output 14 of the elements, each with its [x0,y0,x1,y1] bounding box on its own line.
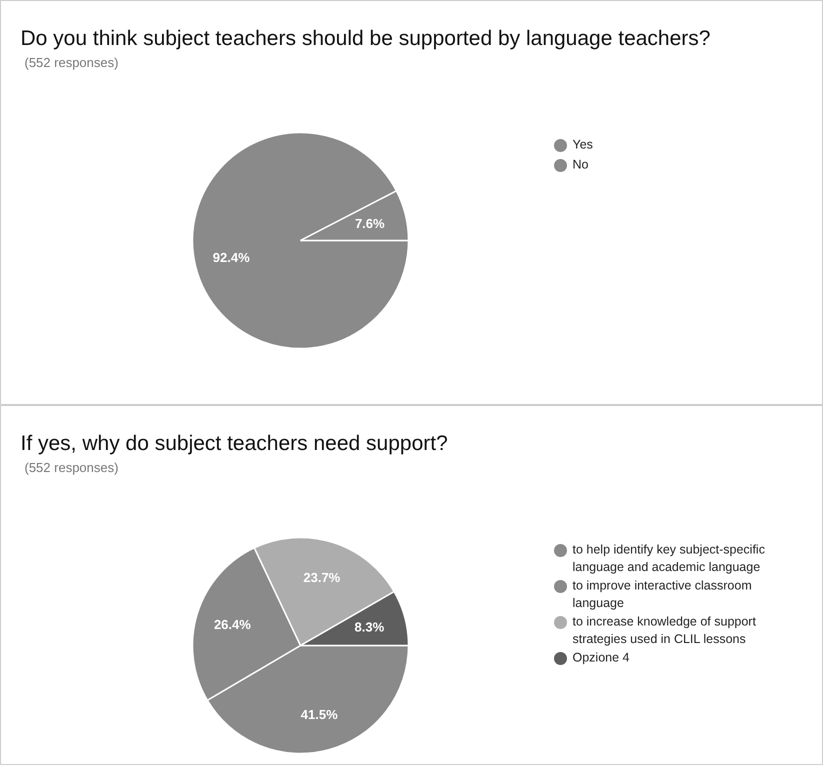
text: (552 responses) [24,55,118,70]
data-label: 92.4% [212,250,250,265]
legend-label: No [572,158,589,172]
chart-title: If yes, why do subject teachers need support? [20,432,448,455]
data-label: 41.5% [300,706,338,722]
legend-label: Opzione 4 [572,650,630,664]
text: (552 responses) [24,460,118,475]
legend-label: Yes [572,138,593,152]
data-label: 7.6% [354,216,386,232]
data-label: 8.3% [354,620,385,635]
data-label: 26.4% [214,617,252,632]
legend-label: to increase knowledge of support strategies used in CLIL lessons [572,614,756,646]
data-label: 23.7% [303,570,341,585]
chart-title: Do you think subject teachers should be supported by language teachers? [20,27,710,50]
